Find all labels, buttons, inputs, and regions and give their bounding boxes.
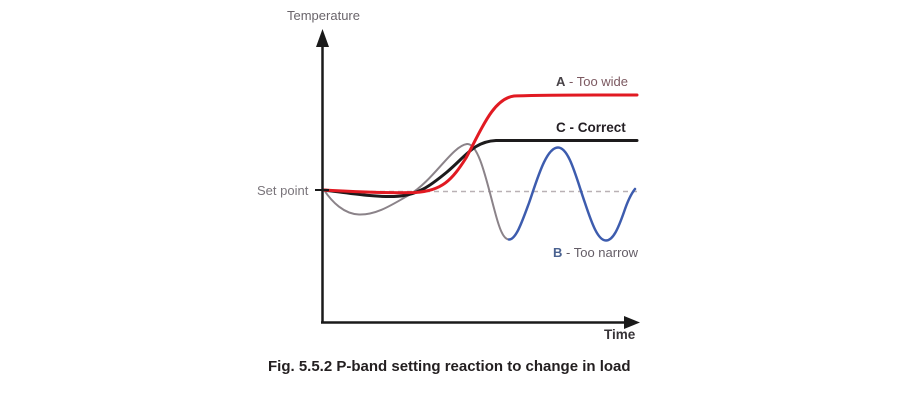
y-axis-label: Temperature [287, 8, 360, 23]
curve-b-letter: B [553, 245, 563, 260]
curve-b-too-narrow-gray-segment [323, 143, 510, 241]
figure-caption: Fig. 5.5.2 P-band setting reaction to ch… [268, 358, 631, 375]
y-axis-arrowhead-icon [316, 29, 329, 47]
curve-a-label: A - Too wide [556, 75, 628, 88]
set-point-label: Set point [257, 183, 309, 198]
curve-a-too-wide [322, 93, 639, 195]
curve-a-description: - Too wide [565, 74, 629, 89]
curve-b-label: B - Too narrow [553, 246, 638, 259]
x-axis-label: Time [604, 327, 636, 342]
curve-c-correct [322, 139, 639, 199]
x-axis-arrowhead-icon [624, 316, 640, 329]
curve-b-too-narrow-blue-segment [507, 146, 637, 242]
curve-a-letter: A [556, 74, 566, 89]
curve-c-label: C - Correct [556, 120, 626, 135]
curve-b-description: - Too narrow [562, 245, 639, 260]
